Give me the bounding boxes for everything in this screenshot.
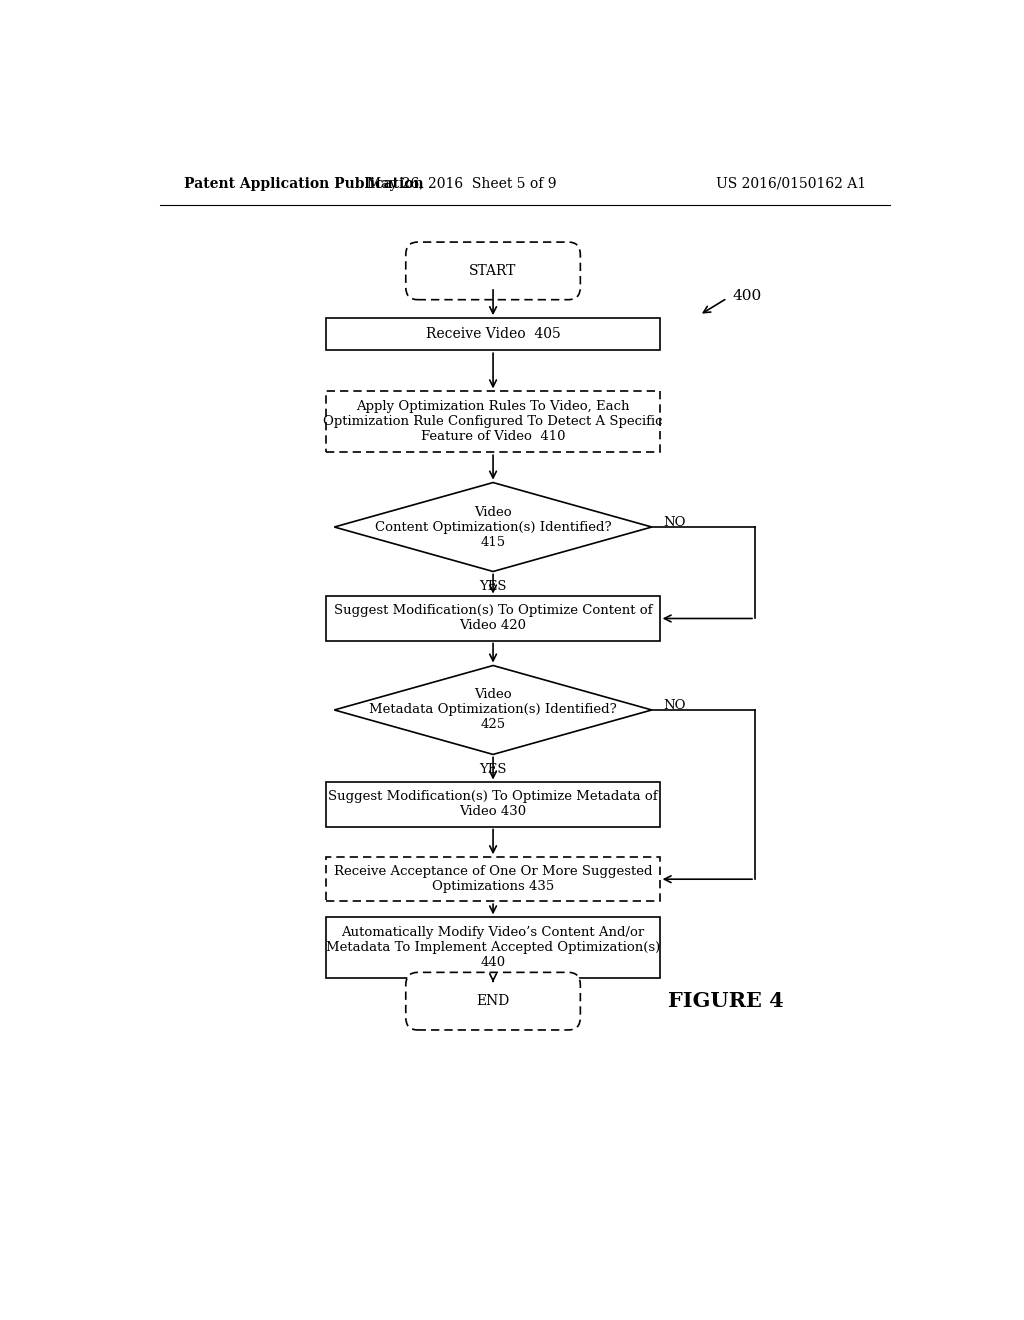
Text: Receive Acceptance of One Or More Suggested
Optimizations 435: Receive Acceptance of One Or More Sugges… bbox=[334, 865, 652, 894]
Bar bbox=[327, 597, 659, 640]
Text: May 26, 2016  Sheet 5 of 9: May 26, 2016 Sheet 5 of 9 bbox=[367, 177, 556, 191]
Text: Suggest Modification(s) To Optimize Content of
Video 420: Suggest Modification(s) To Optimize Cont… bbox=[334, 605, 652, 632]
Bar bbox=[327, 318, 659, 350]
Text: Patent Application Publication: Patent Application Publication bbox=[183, 177, 423, 191]
Text: 400: 400 bbox=[733, 289, 762, 302]
Text: YES: YES bbox=[479, 763, 507, 776]
Text: FIGURE 4: FIGURE 4 bbox=[668, 991, 783, 1011]
Bar bbox=[327, 391, 659, 453]
Polygon shape bbox=[334, 483, 652, 572]
Text: NO: NO bbox=[664, 700, 686, 713]
Text: Automatically Modify Video’s Content And/or
Metadata To Implement Accepted Optim: Automatically Modify Video’s Content And… bbox=[326, 927, 660, 969]
Text: US 2016/0150162 A1: US 2016/0150162 A1 bbox=[716, 177, 866, 191]
Bar bbox=[327, 783, 659, 826]
Text: YES: YES bbox=[479, 579, 507, 593]
Text: Suggest Modification(s) To Optimize Metadata of
Video 430: Suggest Modification(s) To Optimize Meta… bbox=[329, 791, 657, 818]
Text: Apply Optimization Rules To Video, Each
Optimization Rule Configured To Detect A: Apply Optimization Rules To Video, Each … bbox=[324, 400, 663, 444]
FancyBboxPatch shape bbox=[406, 973, 581, 1030]
Polygon shape bbox=[334, 665, 652, 755]
Text: END: END bbox=[476, 994, 510, 1008]
Bar bbox=[327, 857, 659, 902]
Text: START: START bbox=[469, 264, 517, 279]
Bar bbox=[327, 917, 659, 978]
FancyBboxPatch shape bbox=[406, 242, 581, 300]
Text: NO: NO bbox=[664, 516, 686, 529]
Text: Receive Video  405: Receive Video 405 bbox=[426, 327, 560, 341]
Text: Video
Content Optimization(s) Identified?
415: Video Content Optimization(s) Identified… bbox=[375, 506, 611, 549]
Text: Video
Metadata Optimization(s) Identified?
425: Video Metadata Optimization(s) Identifie… bbox=[370, 689, 616, 731]
